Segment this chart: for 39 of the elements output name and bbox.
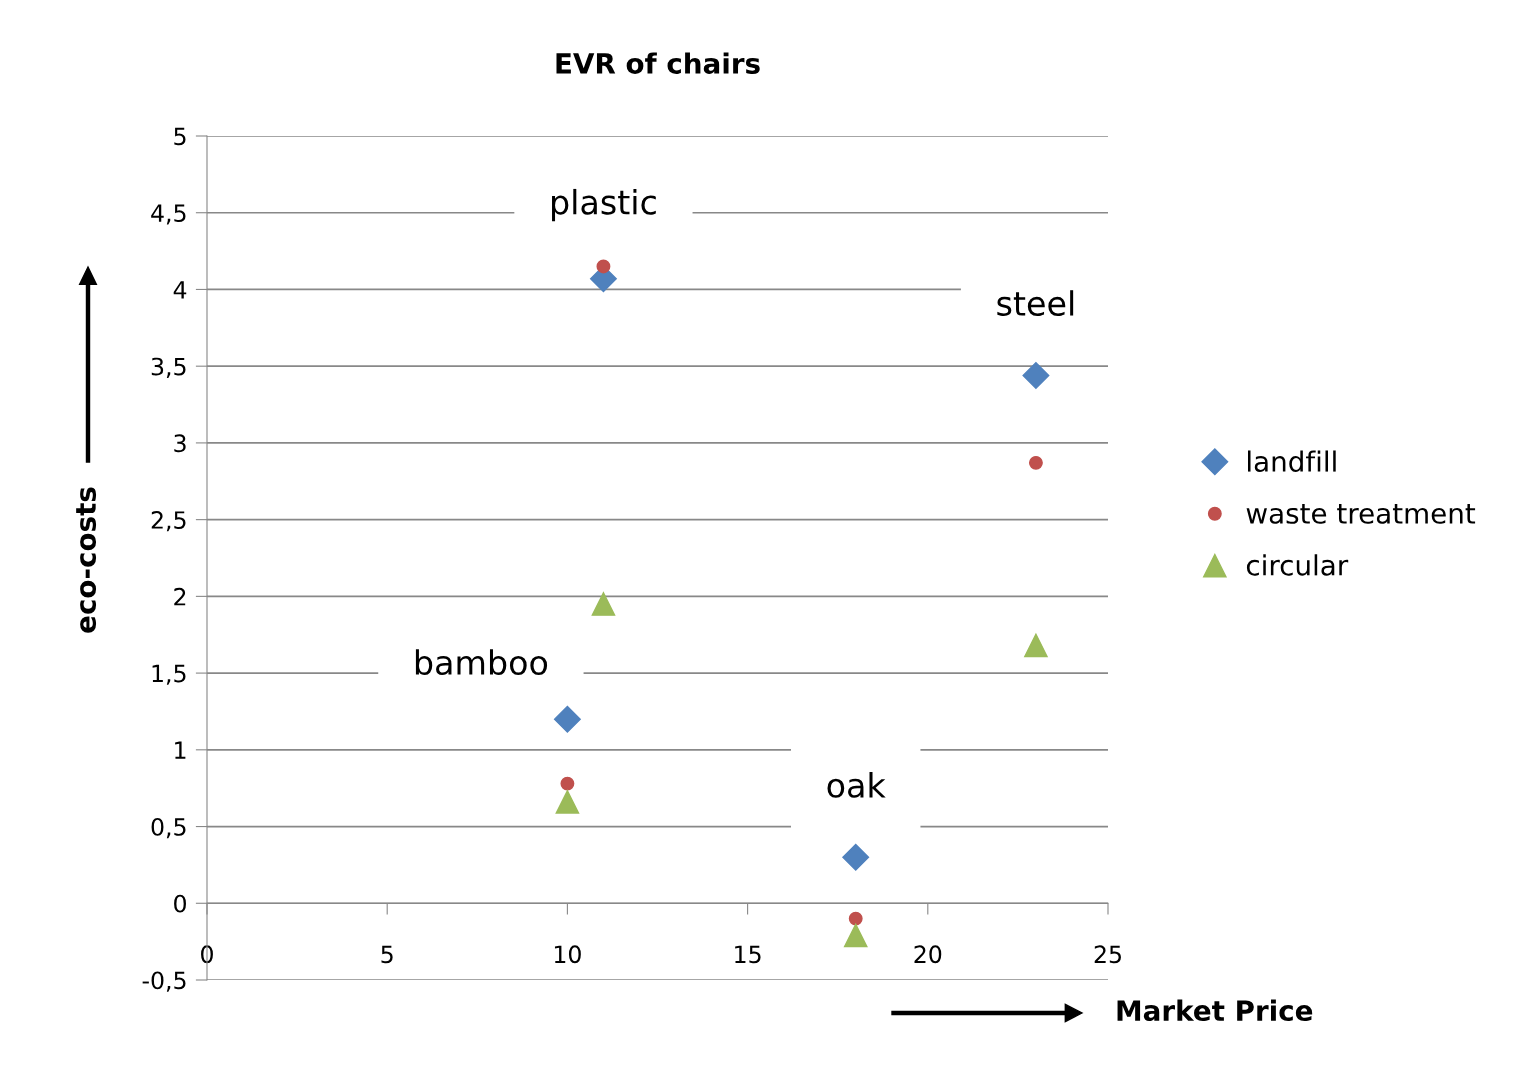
point — [553, 705, 581, 733]
point — [842, 843, 870, 871]
y-axis-title: eco-costs — [76, 487, 97, 633]
point — [1024, 633, 1048, 658]
y-tick-label: 0,5 — [151, 817, 186, 839]
x-tick-label: 10 — [554, 945, 581, 964]
point — [843, 923, 868, 948]
y-tick-label: 2,5 — [151, 511, 186, 532]
y-tick-label: 1 — [175, 741, 186, 759]
y-tick-label: 3,5 — [151, 357, 186, 378]
chart-title: EVR of chairs — [556, 52, 760, 74]
point — [1022, 361, 1050, 389]
y-tick-label: 5 — [174, 127, 186, 146]
point — [596, 259, 611, 274]
annotation: bamboo — [415, 649, 548, 676]
annotation: oak — [827, 772, 886, 798]
y-tick-label: 0 — [174, 894, 186, 913]
y-tick-label: 4 — [173, 281, 187, 299]
point — [560, 776, 575, 791]
annotation: steel — [997, 290, 1074, 317]
annotation: plastic — [552, 188, 656, 222]
legend-label: waste treatment — [1246, 503, 1476, 524]
x-tick-label: 15 — [735, 945, 761, 964]
point — [848, 911, 863, 926]
legend-label: landfill — [1248, 450, 1336, 472]
x-tick-label: 20 — [914, 945, 942, 964]
x-tick-label: 25 — [1094, 945, 1121, 964]
y-tick-label: 2 — [174, 587, 186, 606]
point — [591, 592, 616, 616]
x-tick-label: 5 — [381, 945, 393, 964]
y-tick-label: 1,5 — [152, 664, 186, 685]
x-tick-label: 0 — [201, 945, 213, 964]
point — [1028, 455, 1043, 470]
legend-label: circular — [1246, 554, 1349, 576]
point — [555, 790, 580, 814]
y-tick-label: 4,5 — [151, 204, 186, 225]
y-tick-label: -0,5 — [142, 971, 186, 992]
x-axis-title: Market Price — [1117, 999, 1313, 1022]
y-tick-label: 3 — [174, 434, 186, 453]
